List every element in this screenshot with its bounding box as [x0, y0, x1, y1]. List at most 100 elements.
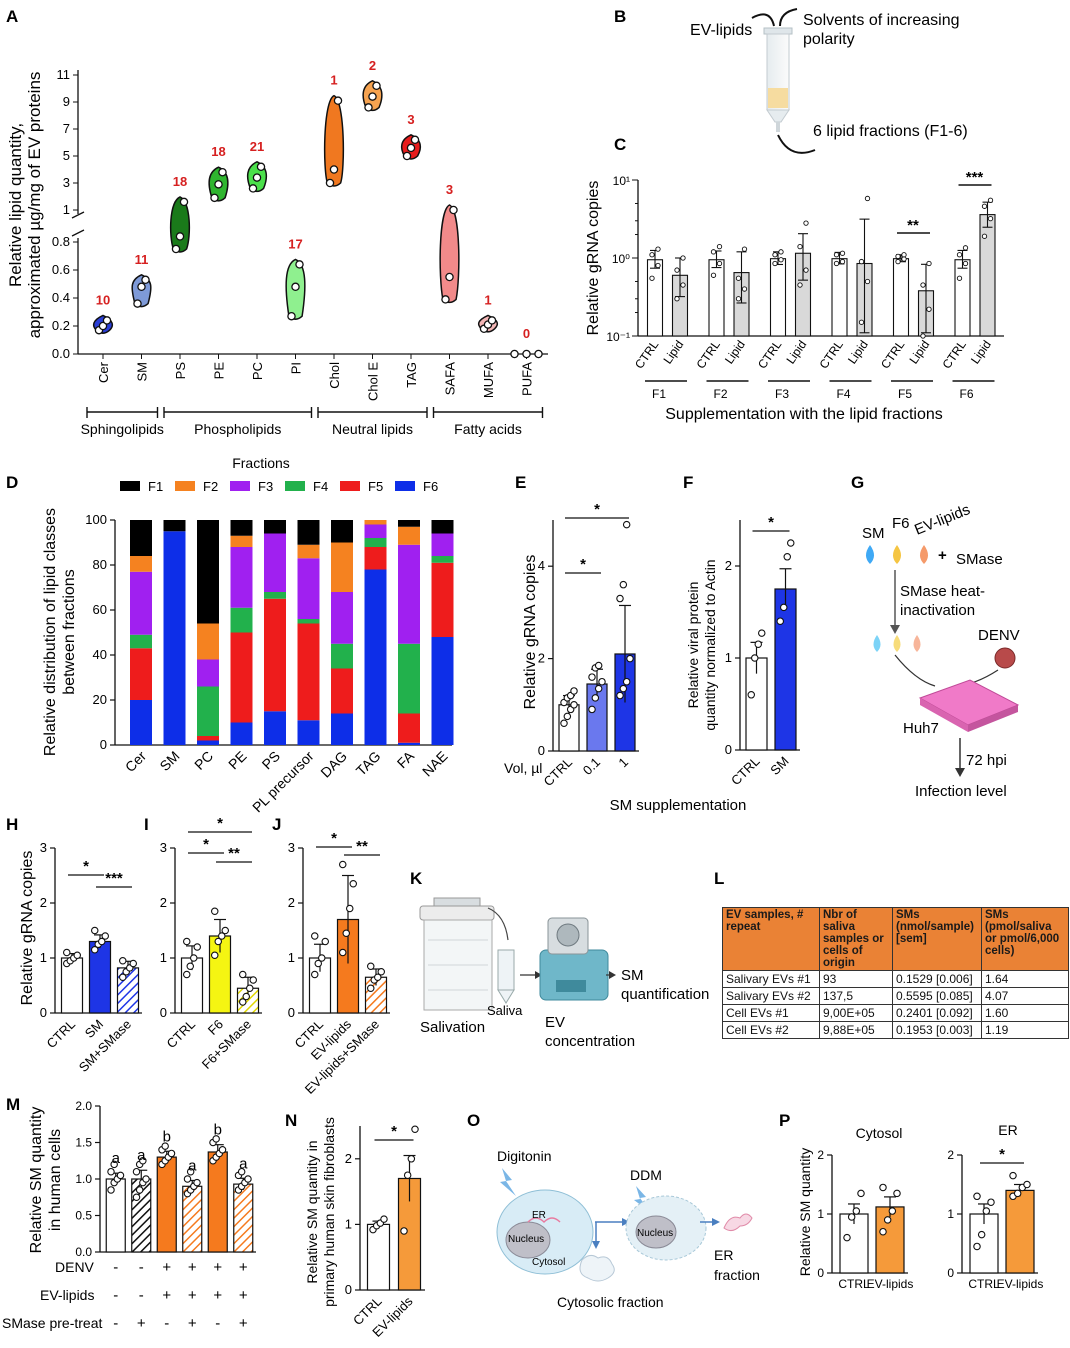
stacked-segment [130, 700, 152, 745]
data-point [622, 520, 631, 529]
x-tick-label: PL precursor [249, 748, 317, 816]
panel-e-bars: CTRL 0.1 1 * * [541, 501, 636, 790]
stacked-segment [197, 736, 219, 741]
legend-label: F6 [423, 479, 438, 494]
data-point [626, 654, 634, 663]
data-point [716, 243, 723, 250]
data-point [858, 258, 865, 265]
data-point [242, 992, 251, 1001]
data-point [1009, 1171, 1017, 1180]
data-point [368, 92, 377, 101]
data-point [364, 103, 373, 112]
data-point [857, 1189, 865, 1198]
data-point [107, 1167, 115, 1176]
significance-label: ** [356, 838, 368, 855]
y-tick-label: 2 [40, 895, 47, 910]
y-tick-label: 1.5 [75, 1136, 92, 1150]
lipid-count-label: 2 [369, 58, 376, 73]
violin-shape [169, 196, 191, 253]
y-tick-label: 1.0 [75, 1172, 92, 1186]
x-tick-label: EV-lipids [867, 1277, 914, 1291]
k-ev-concentration: EV concentration [545, 1014, 635, 1050]
stacked-segment [130, 634, 152, 649]
treatment-sign: + [213, 1287, 222, 1304]
x-tick-label: FA [394, 747, 418, 771]
panel-letter-c: C [614, 135, 626, 154]
lipid-count-label: 11 [135, 252, 149, 267]
panel-d-legend: F1 F2 F3 F4 F5 F6 [120, 479, 438, 494]
x-tick-label: CTRL [541, 755, 576, 790]
data-point [366, 984, 375, 992]
stacked-segment [297, 520, 320, 545]
data-point [852, 1207, 861, 1215]
panel-letter-f: F [683, 473, 693, 492]
data-point [797, 282, 803, 288]
stacked-segment [331, 668, 353, 714]
data-point [981, 203, 988, 209]
table-cell: 0.1953 [0.003] [892, 1021, 982, 1039]
bar [366, 1223, 391, 1291]
x-tick-label: SM [767, 754, 791, 778]
panel-n: Relative SM quantity inprimary human ski… [304, 1117, 425, 1340]
fraction-label: F6 [959, 387, 973, 401]
x-tick-label: PS [259, 748, 284, 773]
data-point [119, 973, 127, 981]
legend-swatch [175, 481, 195, 491]
data-point [338, 860, 347, 869]
data-point [879, 1227, 887, 1236]
data-point [380, 1215, 388, 1223]
p-title-er: ER [998, 1122, 1017, 1138]
k-sm-quantification: SM quantification [621, 967, 709, 1003]
data-point [211, 951, 219, 959]
data-point [449, 205, 458, 215]
stacked-segment [364, 547, 387, 570]
data-point [750, 654, 759, 662]
data-point [591, 694, 600, 702]
treatment-sign: - [215, 1315, 220, 1332]
y-tick-label: 2 [160, 895, 167, 910]
data-point [239, 998, 247, 1006]
panel-p: Relative SM quantity Cytosol ER 0 1 2 CTRL… [797, 1122, 1043, 1291]
table-cell: 9,88E+05 [819, 1021, 893, 1039]
panel-m-axes: 0.0 0.5 1.0 1.5 2.0 [75, 1099, 256, 1259]
group-bracket [86, 407, 159, 418]
x-tick-label: TAG [353, 748, 384, 779]
column-tube [763, 27, 793, 132]
g-heat-inactivation: SMase heat-inactivation [900, 583, 985, 619]
stacked-segment [264, 520, 286, 534]
table-row: Cell EVs #2 9,88E+05 0.1953 [0.003] 1.19 [722, 1021, 1069, 1039]
data-point [179, 197, 189, 207]
data-point [833, 260, 840, 267]
g-sm-label: SM [862, 525, 885, 542]
data-point [1023, 1180, 1031, 1189]
bar [708, 259, 725, 337]
legend-label: F2 [203, 479, 218, 494]
data-point [287, 311, 296, 321]
panel-m: Relative SM quantity in human cells 0.00.… [2, 1099, 256, 1332]
stacked-segment [130, 648, 152, 700]
data-point [133, 299, 142, 308]
group-label: Sphingolipids [81, 421, 164, 437]
y-tick-label: 2.0 [75, 1099, 92, 1113]
y-tick-label: 2 [538, 651, 545, 666]
treatment-sign: + [162, 1287, 171, 1304]
table-header-cell: Nbr of saliva samples or cells of origin [819, 907, 893, 971]
significance-label: * [331, 830, 337, 847]
stacked-segment [230, 632, 253, 723]
data-point [883, 1216, 892, 1224]
panel-letter-p: P [779, 1111, 790, 1130]
panel-a: Relative lipid quantity,approximated µg/… [6, 58, 548, 437]
panel-letter-b: B [614, 7, 626, 26]
data-point [310, 932, 319, 940]
table-header-cell: SMs (pmol/saliva or pmol/6,000 cells) [981, 907, 1069, 971]
data-point [107, 1186, 115, 1194]
table-cell: 1.19 [981, 1021, 1069, 1039]
data-point [956, 275, 963, 281]
data-point [754, 640, 762, 648]
data-point [183, 937, 191, 946]
table-cell: Salivary EVs #2 [722, 987, 820, 1005]
table-cell: 9,00E+05 [819, 1004, 893, 1022]
saliva-container-icon [419, 897, 495, 1011]
bar [1005, 1189, 1035, 1274]
